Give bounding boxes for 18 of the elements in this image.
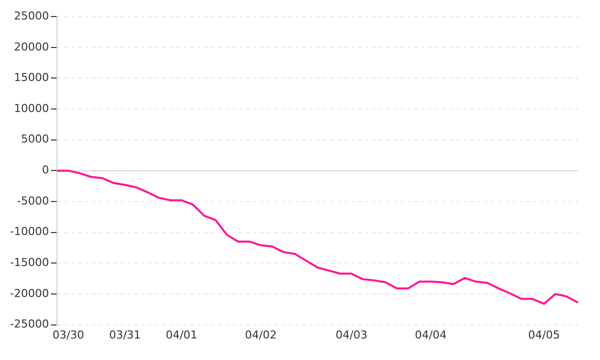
y-tick-label: 10000 <box>14 102 49 115</box>
y-tick-label: -5000 <box>16 194 49 208</box>
y-tick-label: -15000 <box>10 256 49 270</box>
y-tick-label: 5000 <box>20 132 49 146</box>
x-tick-label: 04/01 <box>166 328 198 342</box>
y-tick-label: -20000 <box>10 286 49 300</box>
x-tick-label: 04/05 <box>528 328 560 342</box>
x-tick-label: 04/02 <box>244 328 277 342</box>
y-tick-label: 20000 <box>14 40 49 54</box>
y-tick-label: 0 <box>42 164 49 177</box>
x-tick-label: 04/03 <box>336 328 368 342</box>
y-tick-label: 15000 <box>14 71 49 84</box>
y-tick-label: 25000 <box>14 9 49 22</box>
x-tick-label: 03/30 <box>52 328 84 342</box>
y-tick-label: -25000 <box>10 318 49 331</box>
x-tick-label: 03/31 <box>109 328 141 342</box>
y-tick-label: -10000 <box>10 225 49 238</box>
x-tick-label: 04/04 <box>414 328 447 342</box>
